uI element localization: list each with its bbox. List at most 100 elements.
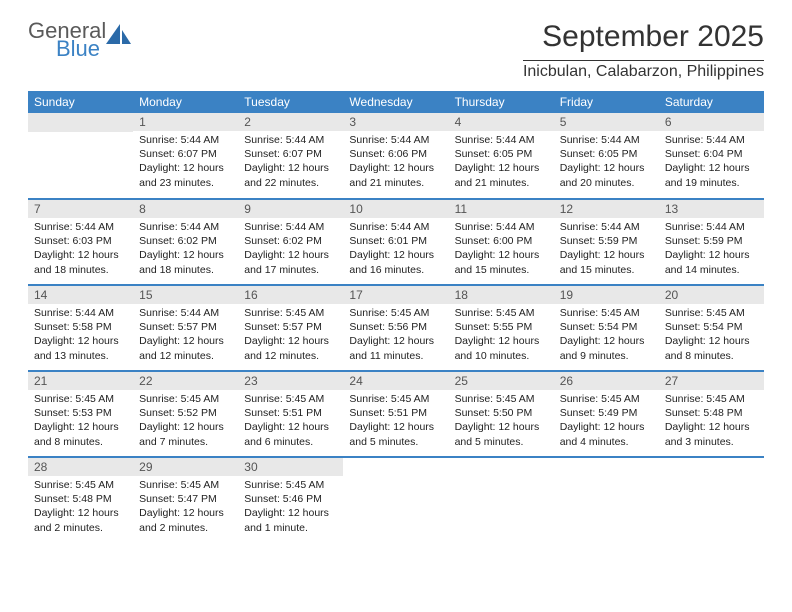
day-number: 12 bbox=[554, 200, 659, 218]
day-details: Sunrise: 5:44 AMSunset: 5:57 PMDaylight:… bbox=[133, 304, 238, 369]
day-number: 28 bbox=[28, 458, 133, 476]
location-subtitle: Inicbulan, Calabarzon, Philippines bbox=[523, 60, 764, 81]
day-number: 13 bbox=[659, 200, 764, 218]
calendar-day-cell: 8Sunrise: 5:44 AMSunset: 6:02 PMDaylight… bbox=[133, 199, 238, 285]
calendar-week-row: 7Sunrise: 5:44 AMSunset: 6:03 PMDaylight… bbox=[28, 199, 764, 285]
day-details: Sunrise: 5:44 AMSunset: 5:59 PMDaylight:… bbox=[659, 218, 764, 283]
day-number: 5 bbox=[554, 113, 659, 131]
day-number: 18 bbox=[449, 286, 554, 304]
brand-line2: Blue bbox=[56, 38, 106, 60]
calendar-empty-cell bbox=[449, 457, 554, 543]
calendar-day-cell: 19Sunrise: 5:45 AMSunset: 5:54 PMDayligh… bbox=[554, 285, 659, 371]
day-number: 2 bbox=[238, 113, 343, 131]
calendar-day-cell: 29Sunrise: 5:45 AMSunset: 5:47 PMDayligh… bbox=[133, 457, 238, 543]
day-details: Sunrise: 5:45 AMSunset: 5:47 PMDaylight:… bbox=[133, 476, 238, 541]
calendar-day-cell: 13Sunrise: 5:44 AMSunset: 5:59 PMDayligh… bbox=[659, 199, 764, 285]
day-details: Sunrise: 5:44 AMSunset: 6:05 PMDaylight:… bbox=[554, 131, 659, 196]
calendar-empty-cell bbox=[28, 113, 133, 199]
day-number: 11 bbox=[449, 200, 554, 218]
day-details: Sunrise: 5:44 AMSunset: 6:04 PMDaylight:… bbox=[659, 131, 764, 196]
calendar-day-cell: 2Sunrise: 5:44 AMSunset: 6:07 PMDaylight… bbox=[238, 113, 343, 199]
brand-text: General Blue bbox=[28, 20, 106, 60]
day-number: 30 bbox=[238, 458, 343, 476]
weekday-header: Saturday bbox=[659, 91, 764, 113]
calendar-table: SundayMondayTuesdayWednesdayThursdayFrid… bbox=[28, 91, 764, 543]
day-number: 10 bbox=[343, 200, 448, 218]
title-block: September 2025 Inicbulan, Calabarzon, Ph… bbox=[523, 20, 764, 81]
calendar-day-cell: 25Sunrise: 5:45 AMSunset: 5:50 PMDayligh… bbox=[449, 371, 554, 457]
calendar-page: General Blue September 2025 Inicbulan, C… bbox=[0, 0, 792, 563]
weekday-header: Friday bbox=[554, 91, 659, 113]
day-details: Sunrise: 5:45 AMSunset: 5:48 PMDaylight:… bbox=[28, 476, 133, 541]
day-details: Sunrise: 5:44 AMSunset: 5:59 PMDaylight:… bbox=[554, 218, 659, 283]
day-details: Sunrise: 5:45 AMSunset: 5:46 PMDaylight:… bbox=[238, 476, 343, 541]
day-number: 15 bbox=[133, 286, 238, 304]
calendar-body: 1Sunrise: 5:44 AMSunset: 6:07 PMDaylight… bbox=[28, 113, 764, 543]
brand-sail-icon bbox=[106, 24, 132, 51]
calendar-day-cell: 15Sunrise: 5:44 AMSunset: 5:57 PMDayligh… bbox=[133, 285, 238, 371]
day-number: 22 bbox=[133, 372, 238, 390]
calendar-week-row: 28Sunrise: 5:45 AMSunset: 5:48 PMDayligh… bbox=[28, 457, 764, 543]
calendar-empty-cell bbox=[343, 457, 448, 543]
calendar-day-cell: 6Sunrise: 5:44 AMSunset: 6:04 PMDaylight… bbox=[659, 113, 764, 199]
day-details: Sunrise: 5:44 AMSunset: 6:02 PMDaylight:… bbox=[133, 218, 238, 283]
day-number: 20 bbox=[659, 286, 764, 304]
day-number: 6 bbox=[659, 113, 764, 131]
day-number: 17 bbox=[343, 286, 448, 304]
day-details: Sunrise: 5:45 AMSunset: 5:51 PMDaylight:… bbox=[238, 390, 343, 455]
page-header: General Blue September 2025 Inicbulan, C… bbox=[28, 20, 764, 81]
month-title: September 2025 bbox=[523, 20, 764, 54]
calendar-week-row: 21Sunrise: 5:45 AMSunset: 5:53 PMDayligh… bbox=[28, 371, 764, 457]
day-number: 26 bbox=[554, 372, 659, 390]
day-number: 23 bbox=[238, 372, 343, 390]
day-details: Sunrise: 5:44 AMSunset: 6:00 PMDaylight:… bbox=[449, 218, 554, 283]
calendar-empty-cell bbox=[554, 457, 659, 543]
weekday-header: Monday bbox=[133, 91, 238, 113]
day-details: Sunrise: 5:44 AMSunset: 6:06 PMDaylight:… bbox=[343, 131, 448, 196]
calendar-day-cell: 9Sunrise: 5:44 AMSunset: 6:02 PMDaylight… bbox=[238, 199, 343, 285]
day-number: 3 bbox=[343, 113, 448, 131]
day-number: 7 bbox=[28, 200, 133, 218]
calendar-day-cell: 3Sunrise: 5:44 AMSunset: 6:06 PMDaylight… bbox=[343, 113, 448, 199]
day-details: Sunrise: 5:44 AMSunset: 6:03 PMDaylight:… bbox=[28, 218, 133, 283]
calendar-day-cell: 7Sunrise: 5:44 AMSunset: 6:03 PMDaylight… bbox=[28, 199, 133, 285]
day-details: Sunrise: 5:44 AMSunset: 6:05 PMDaylight:… bbox=[449, 131, 554, 196]
day-details: Sunrise: 5:45 AMSunset: 5:54 PMDaylight:… bbox=[659, 304, 764, 369]
day-details: Sunrise: 5:45 AMSunset: 5:53 PMDaylight:… bbox=[28, 390, 133, 455]
calendar-day-cell: 30Sunrise: 5:45 AMSunset: 5:46 PMDayligh… bbox=[238, 457, 343, 543]
day-details: Sunrise: 5:45 AMSunset: 5:55 PMDaylight:… bbox=[449, 304, 554, 369]
day-number: 9 bbox=[238, 200, 343, 218]
day-number: 27 bbox=[659, 372, 764, 390]
calendar-day-cell: 23Sunrise: 5:45 AMSunset: 5:51 PMDayligh… bbox=[238, 371, 343, 457]
day-details: Sunrise: 5:44 AMSunset: 6:07 PMDaylight:… bbox=[133, 131, 238, 196]
day-number: 21 bbox=[28, 372, 133, 390]
calendar-header-row: SundayMondayTuesdayWednesdayThursdayFrid… bbox=[28, 91, 764, 113]
calendar-day-cell: 20Sunrise: 5:45 AMSunset: 5:54 PMDayligh… bbox=[659, 285, 764, 371]
calendar-day-cell: 12Sunrise: 5:44 AMSunset: 5:59 PMDayligh… bbox=[554, 199, 659, 285]
weekday-header: Tuesday bbox=[238, 91, 343, 113]
day-details: Sunrise: 5:45 AMSunset: 5:52 PMDaylight:… bbox=[133, 390, 238, 455]
calendar-day-cell: 11Sunrise: 5:44 AMSunset: 6:00 PMDayligh… bbox=[449, 199, 554, 285]
calendar-empty-cell bbox=[659, 457, 764, 543]
calendar-day-cell: 17Sunrise: 5:45 AMSunset: 5:56 PMDayligh… bbox=[343, 285, 448, 371]
day-details: Sunrise: 5:45 AMSunset: 5:51 PMDaylight:… bbox=[343, 390, 448, 455]
day-number: 1 bbox=[133, 113, 238, 131]
day-details: Sunrise: 5:45 AMSunset: 5:54 PMDaylight:… bbox=[554, 304, 659, 369]
calendar-day-cell: 28Sunrise: 5:45 AMSunset: 5:48 PMDayligh… bbox=[28, 457, 133, 543]
day-details: Sunrise: 5:45 AMSunset: 5:49 PMDaylight:… bbox=[554, 390, 659, 455]
day-details: Sunrise: 5:45 AMSunset: 5:50 PMDaylight:… bbox=[449, 390, 554, 455]
calendar-day-cell: 27Sunrise: 5:45 AMSunset: 5:48 PMDayligh… bbox=[659, 371, 764, 457]
day-number: 14 bbox=[28, 286, 133, 304]
weekday-header: Sunday bbox=[28, 91, 133, 113]
day-details: Sunrise: 5:44 AMSunset: 6:01 PMDaylight:… bbox=[343, 218, 448, 283]
day-number: 24 bbox=[343, 372, 448, 390]
calendar-day-cell: 21Sunrise: 5:45 AMSunset: 5:53 PMDayligh… bbox=[28, 371, 133, 457]
day-number: 4 bbox=[449, 113, 554, 131]
empty-day-header bbox=[28, 113, 133, 132]
calendar-week-row: 1Sunrise: 5:44 AMSunset: 6:07 PMDaylight… bbox=[28, 113, 764, 199]
calendar-day-cell: 16Sunrise: 5:45 AMSunset: 5:57 PMDayligh… bbox=[238, 285, 343, 371]
day-number: 29 bbox=[133, 458, 238, 476]
brand-logo: General Blue bbox=[28, 20, 132, 60]
calendar-day-cell: 26Sunrise: 5:45 AMSunset: 5:49 PMDayligh… bbox=[554, 371, 659, 457]
day-details: Sunrise: 5:44 AMSunset: 5:58 PMDaylight:… bbox=[28, 304, 133, 369]
